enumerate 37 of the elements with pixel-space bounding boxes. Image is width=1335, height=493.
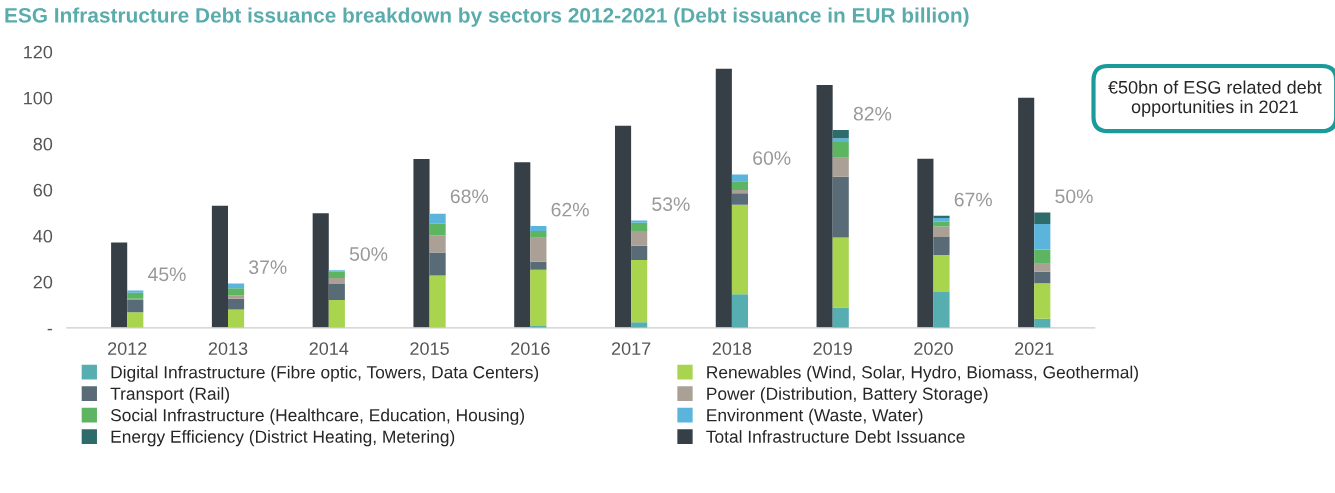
annotation: 50% [1055, 189, 1093, 204]
y-tick-label: 60 [33, 183, 53, 197]
annotation: 37% [249, 260, 287, 275]
y-tick-label: 40 [33, 229, 53, 243]
legend-label: Transport (Rail) [110, 387, 230, 404]
x-tick-label: 2013 [208, 342, 248, 355]
x-tick-label: 2017 [611, 342, 651, 355]
x-tick-label: 2014 [309, 342, 349, 355]
annotation: 53% [652, 197, 690, 212]
annotation: 67% [954, 192, 992, 207]
x-tick-label: 2020 [914, 342, 953, 355]
legend-label: Environment (Waste, Water) [707, 408, 923, 425]
y-tick-label: 120 [24, 45, 53, 59]
annotation: 62% [551, 202, 589, 217]
annotation: 68% [450, 189, 489, 204]
y-tick-label: 20 [33, 275, 53, 289]
legend-label: Renewables (Wind, Solar, Hydro, Biomass, Geothermal) [707, 365, 1138, 382]
legend-label: Social Infrastructure (Healthcare, Education, Housing) [110, 408, 525, 425]
annotation: 60% [753, 151, 791, 165]
annotation: 50% [349, 247, 388, 261]
legend-label: Power (Distribution, Battery Storage) [707, 387, 988, 404]
y-tick-label: 100 [24, 91, 53, 105]
legend-label: Total Infrastructure Debt Issuance [706, 430, 965, 443]
x-tick-label: 2018 [712, 342, 752, 355]
y-tick-label: - [47, 328, 53, 331]
annotation: 45% [147, 267, 186, 282]
text: €50bn of ESG related debt opportunities in 2021 [1108, 80, 1322, 117]
x-tick-label: 2015 [410, 342, 449, 355]
annotation: 82% [853, 106, 892, 121]
legend-label: Digital Infrastructure (Fibre optic, Towers, Data Centers) [111, 365, 539, 382]
y-tick-label: 80 [33, 137, 53, 151]
x-tick-label: 2012 [108, 342, 147, 355]
x-tick-label: 2019 [813, 342, 852, 355]
x-tick-label: 2021 [1015, 342, 1054, 355]
chart-title: ESG Infrastructure Debt issuance breakdown by sectors 2012-2021 (Debt issuance in EUR billion) [5, 7, 969, 27]
legend-label: Energy Efficiency (District Heating, Metering) [111, 430, 455, 447]
x-tick-label: 2016 [511, 342, 550, 355]
